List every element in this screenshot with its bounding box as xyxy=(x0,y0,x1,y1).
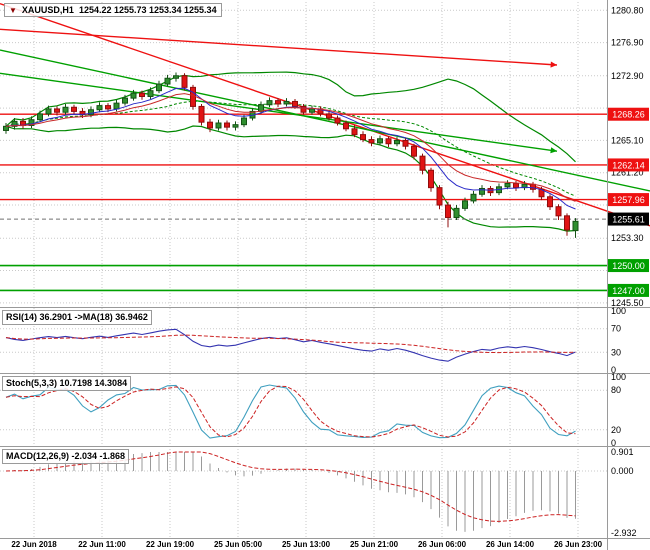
svg-text:1250.00: 1250.00 xyxy=(612,261,645,271)
rsi-panel xyxy=(0,328,607,362)
svg-text:1280.80: 1280.80 xyxy=(611,5,644,15)
svg-text:1257.96: 1257.96 xyxy=(612,195,645,205)
stoch-panel xyxy=(0,384,607,439)
svg-text:26 Jun 14:00: 26 Jun 14:00 xyxy=(486,540,535,549)
svg-text:1268.26: 1268.26 xyxy=(612,110,645,120)
stoch-indicator-label: Stoch(5,3,3) 10.7198 14.3084 xyxy=(2,376,132,391)
svg-text:25 Jun 13:00: 25 Jun 13:00 xyxy=(282,540,331,549)
candles xyxy=(3,72,579,238)
svg-text:0: 0 xyxy=(611,365,616,375)
svg-text:20: 20 xyxy=(611,425,621,435)
svg-text:22 Jun 11:00: 22 Jun 11:00 xyxy=(78,540,126,549)
svg-text:0.000: 0.000 xyxy=(611,466,634,476)
svg-text:22 Jun 19:00: 22 Jun 19:00 xyxy=(146,540,195,549)
time-axis: 22 Jun 2018 22 Jun 11:00 22 Jun 19:00 25 Ju… xyxy=(11,540,602,549)
svg-text:1255.61: 1255.61 xyxy=(612,215,645,225)
svg-text:1265.10: 1265.10 xyxy=(611,135,644,145)
svg-text:25 Jun 05:00: 25 Jun 05:00 xyxy=(214,540,263,549)
svg-text:1276.90: 1276.90 xyxy=(611,38,644,48)
main-price-panel xyxy=(0,2,650,292)
svg-text:25 Jun 21:00: 25 Jun 21:00 xyxy=(350,540,399,549)
svg-text:80: 80 xyxy=(611,385,621,395)
svg-text:30: 30 xyxy=(611,347,621,357)
svg-text:1253.30: 1253.30 xyxy=(611,233,644,243)
symbol-marker-icon[interactable]: ▼ xyxy=(9,5,17,15)
ohlc-values: 1254.22 1255.73 1253.34 1255.34 xyxy=(78,5,217,15)
svg-text:0.901: 0.901 xyxy=(611,447,634,457)
svg-text:1272.90: 1272.90 xyxy=(611,71,644,81)
svg-text:0: 0 xyxy=(611,438,616,448)
svg-text:1247.00: 1247.00 xyxy=(612,286,645,296)
symbol-timeframe-label: XAUUSD,H1 xyxy=(21,5,74,15)
chart-header: ▼ XAUUSD,H1 1254.22 1255.73 1253.34 1255… xyxy=(4,3,222,17)
svg-text:100: 100 xyxy=(611,372,626,382)
svg-text:-2.932: -2.932 xyxy=(611,528,637,538)
svg-text:26 Jun 23:00: 26 Jun 23:00 xyxy=(554,540,603,549)
svg-text:1262.14: 1262.14 xyxy=(612,160,645,170)
svg-text:1245.50: 1245.50 xyxy=(611,298,644,308)
svg-text:26 Jun 06:00: 26 Jun 06:00 xyxy=(418,540,467,549)
macd-indicator-label: MACD(12,26,9) -2.034 -1.868 xyxy=(2,449,130,464)
rsi-indicator-label: RSI(14) 36.2901 ->MA(18) 36.9462 xyxy=(2,310,152,325)
svg-text:1261.20: 1261.20 xyxy=(611,168,644,178)
svg-text:70: 70 xyxy=(611,324,621,334)
price-axis: 1280.80 1276.90 1272.90 1265.10 1261.20 1253.… xyxy=(608,5,649,538)
svg-text:100: 100 xyxy=(611,306,626,316)
svg-text:22 Jun 2018: 22 Jun 2018 xyxy=(11,540,57,549)
